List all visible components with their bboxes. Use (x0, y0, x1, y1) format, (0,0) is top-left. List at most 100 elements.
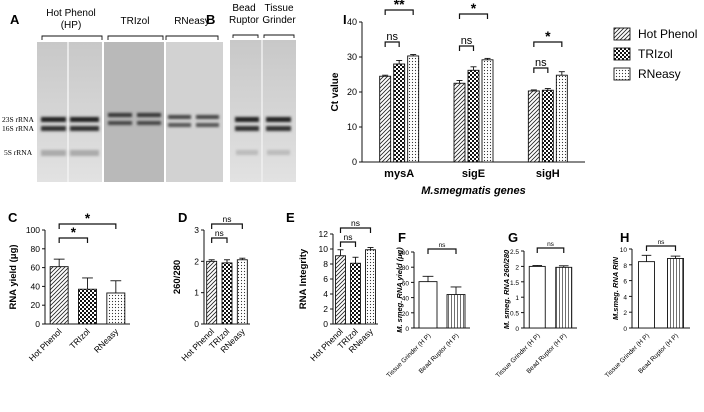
gel-group-label-ruptor: Ruptor (229, 15, 260, 26)
significance-label: ns (439, 242, 447, 249)
significance-bracket (427, 248, 457, 254)
y-tick-label: 0 (35, 319, 40, 329)
y-tick-label: 60 (402, 280, 410, 287)
significance-label: ns (344, 232, 353, 242)
gel-group-label-hot-phenol-abbr: (HP) (61, 20, 82, 31)
significance-label: ns (461, 35, 473, 47)
significance-bracket (58, 237, 89, 243)
x-tick-label: mysA (384, 168, 414, 180)
gel-band-5s (267, 150, 290, 155)
significance-label: * (71, 225, 77, 240)
bar (236, 259, 248, 325)
significance-label: ns (386, 31, 398, 43)
y-tick-label: 4 (623, 294, 627, 301)
band-label-16s: 16S rRNA (2, 124, 34, 133)
panel-letter: I (343, 12, 347, 27)
y-tick-label: 2 (515, 264, 519, 271)
y-axis-label: M. smeg. RNA 260/280 (502, 249, 511, 329)
significance-bracket (211, 237, 228, 243)
y-tick-label: 10 (347, 122, 357, 132)
bar (667, 258, 684, 329)
x-tick-label: sigE (462, 168, 485, 180)
x-tick-label: sigH (536, 168, 560, 180)
bar (541, 89, 554, 163)
y-tick-label: 60 (31, 263, 41, 273)
y-axis-label: RNA yield (μg) (8, 244, 19, 309)
gel-bracket-tissue-grinder (263, 34, 295, 38)
gel-band-5s (70, 150, 99, 156)
y-tick-label: 4 (323, 289, 328, 299)
bar (393, 63, 406, 163)
legend-swatch (613, 67, 631, 81)
x-tick-label: Tissue Grinder (H P) (495, 332, 542, 379)
bar (407, 55, 420, 163)
y-tick-label: 8 (623, 263, 627, 270)
y-tick-label: 1 (515, 295, 519, 302)
bar (528, 265, 546, 329)
gel-band-23s (235, 117, 259, 122)
gel-band-23s (168, 115, 191, 119)
y-axis-label: 260/280 (172, 260, 183, 294)
y-tick-label: 40 (31, 281, 41, 291)
y-tick-label: 0 (405, 326, 409, 333)
x-axis-label: M.smegmatis genes (421, 185, 526, 197)
gel-band-16s (168, 123, 191, 127)
panel-letter-a: A (10, 12, 20, 27)
y-tick-label: 6 (623, 279, 627, 286)
gel-band-16s (108, 121, 132, 125)
bar (453, 82, 466, 163)
y-tick-label: 80 (402, 265, 410, 272)
significance-bracket (458, 13, 489, 19)
bar (555, 266, 573, 329)
bar (78, 288, 97, 325)
y-tick-label: 100 (398, 250, 409, 257)
gel-background-rneasy (165, 42, 223, 182)
y-tick-label: 80 (31, 244, 41, 254)
gel-bracket-bead-ruptor (232, 34, 259, 38)
y-tick-label: 2 (194, 256, 199, 266)
y-tick-label: 0 (515, 326, 519, 333)
y-tick-label: 1.5 (510, 280, 519, 287)
gel-background-trizol (103, 42, 165, 182)
legend-label: RNeasy (638, 67, 681, 81)
y-tick-label: 2 (623, 310, 627, 317)
bar (221, 262, 233, 325)
significance-label: * (545, 28, 551, 44)
bar (446, 294, 466, 329)
significance-bracket (384, 41, 400, 47)
panel-letter: E (286, 210, 295, 225)
y-tick-label: 0 (623, 326, 627, 333)
significance-bracket (458, 45, 475, 51)
y-tick-label: 40 (347, 17, 357, 27)
band-label-23s: 23S rRNA (2, 115, 34, 124)
significance-label: ns (547, 241, 555, 248)
y-tick-label: 30 (347, 52, 357, 62)
gel-band-23s (137, 113, 161, 117)
significance-bracket (58, 223, 117, 229)
significance-label: ns (351, 218, 360, 228)
panel-letter: G (508, 230, 518, 245)
x-tick-label: Hot Phenol (27, 326, 64, 363)
y-tick-label: 100 (26, 225, 40, 235)
bar (481, 59, 494, 163)
y-tick-label: 0 (194, 319, 199, 329)
y-axis-label: M. smeg. RNA yield (μg) (395, 247, 404, 333)
significance-label: * (85, 211, 91, 226)
y-axis-label: M.smeg. RNA RIN (611, 256, 620, 320)
y-tick-label: 0 (323, 319, 328, 329)
panel-a-gel: A Hot Phenol (HP) TRIzol RNeasy (2, 8, 223, 182)
panel-letter-b: B (206, 12, 215, 27)
bar (527, 90, 540, 163)
y-tick-label: 10 (319, 244, 329, 254)
x-tick-label: TRIzol (67, 326, 92, 351)
x-tick-label: RNeasy (92, 326, 121, 355)
y-axis-label: RNA Integrity (298, 248, 309, 309)
y-tick-label: 10 (620, 247, 628, 254)
gel-band-5s (236, 150, 258, 155)
legend-label: TRIzol (638, 47, 673, 61)
significance-label: ** (394, 0, 405, 12)
